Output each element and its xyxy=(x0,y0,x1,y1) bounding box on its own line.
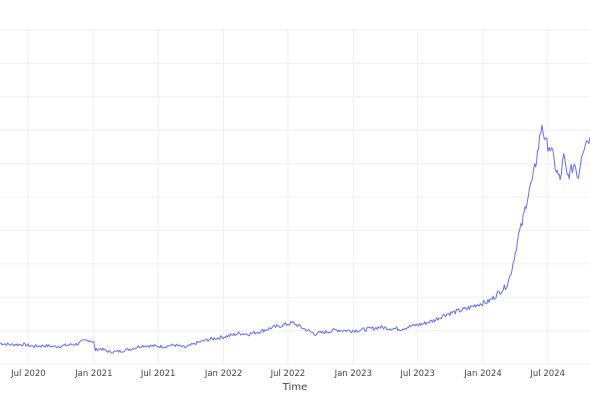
series-line xyxy=(0,124,590,354)
x-axis-tick-labels: Jul 2020 Jan 2021 Jul 2021 Jan 2022 Jul 2022… xyxy=(10,369,565,379)
x-tick-label: Jan 2024 xyxy=(463,369,501,379)
x-tick-label: Jan 2021 xyxy=(74,369,112,379)
x-tick-label: Jul 2022 xyxy=(270,369,306,379)
x-axis-title: Time xyxy=(282,382,307,393)
x-tick-label: Jul 2023 xyxy=(399,369,435,379)
x-tick-label: Jan 2022 xyxy=(204,369,242,379)
x-tick-label: Jul 2024 xyxy=(529,369,565,379)
x-tick-label: Jul 2020 xyxy=(10,369,46,379)
horizontal-gridlines xyxy=(0,29,590,365)
x-tick-label: Jul 2021 xyxy=(140,369,176,379)
x-tick-label: Jan 2023 xyxy=(334,369,372,379)
